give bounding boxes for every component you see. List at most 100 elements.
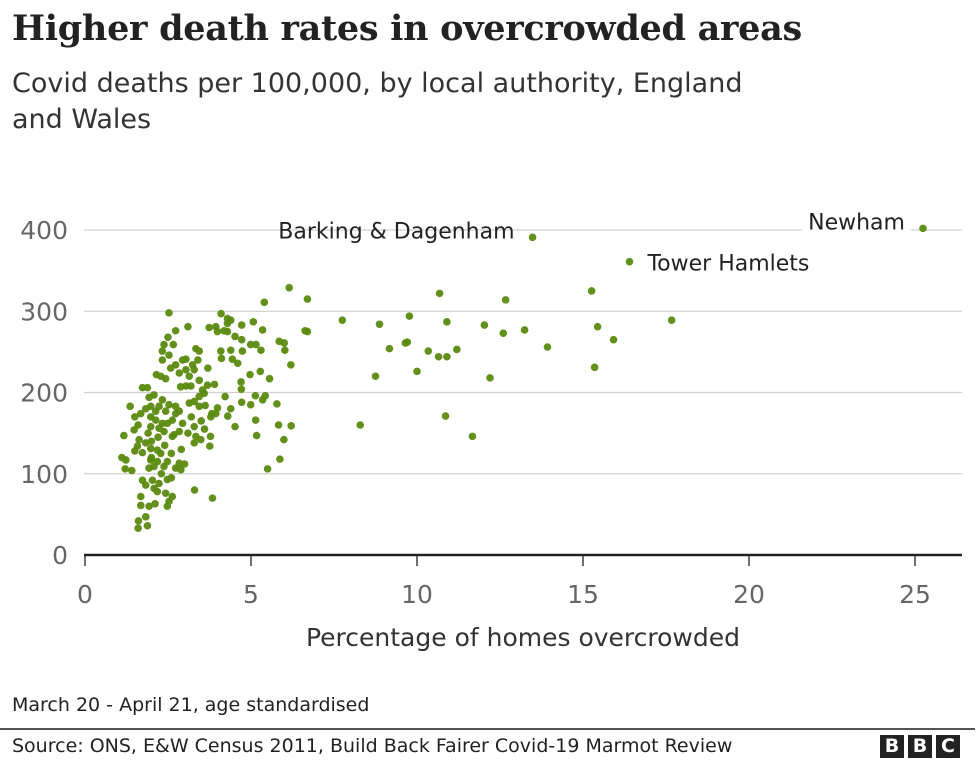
data-point [167, 449, 176, 458]
data-point [160, 340, 168, 349]
x-axis-label: Percentage of homes overcrowded [306, 623, 740, 652]
data-point [134, 421, 142, 429]
data-point [443, 352, 451, 361]
point-annotation: Tower Hamlets [646, 252, 809, 277]
data-point [424, 347, 433, 355]
y-tick-label: 300 [20, 297, 68, 326]
point-annotation: Newham [808, 210, 905, 235]
data-point [590, 363, 599, 372]
data-point [143, 383, 152, 392]
data-point [274, 421, 283, 429]
data-point [405, 312, 414, 320]
y-tick-label: 400 [20, 216, 68, 245]
data-point [246, 340, 255, 349]
data-point [135, 435, 143, 444]
data-point [161, 489, 170, 498]
data-point [231, 332, 239, 341]
data-point [237, 378, 245, 386]
y-tick-label: 200 [20, 379, 68, 408]
data-point [213, 327, 222, 336]
data-point [520, 326, 529, 334]
data-point [155, 479, 163, 488]
data-point [200, 389, 208, 398]
data-point [375, 320, 384, 329]
data-point [187, 413, 196, 421]
data-point [151, 500, 159, 508]
data-point [237, 321, 246, 329]
data-point [223, 327, 232, 336]
data-point [609, 335, 618, 344]
data-point [143, 521, 152, 530]
data-point [161, 407, 170, 415]
data-point [184, 429, 192, 437]
data-point [413, 367, 421, 376]
data-point [146, 402, 155, 411]
data-point [136, 492, 145, 501]
data-point [187, 382, 195, 390]
data-point [226, 404, 235, 413]
data-point [443, 318, 451, 326]
x-tick-label: 25 [899, 580, 931, 609]
data-point [587, 287, 596, 295]
data-point [501, 296, 510, 304]
data-point [154, 433, 162, 441]
data-point [435, 289, 444, 298]
y-tick-label: 0 [52, 541, 68, 570]
data-point [251, 391, 260, 400]
data-point [273, 400, 281, 408]
data-point [167, 474, 176, 482]
data-point [197, 435, 205, 444]
data-point [147, 437, 156, 446]
data-point [303, 327, 312, 336]
data-point [188, 361, 197, 369]
data-point [171, 464, 180, 472]
data-point [146, 444, 155, 453]
data-point [480, 321, 489, 329]
data-point [145, 502, 153, 511]
data-point [171, 409, 180, 418]
data-point [217, 309, 225, 318]
data-point [280, 339, 289, 347]
data-point [165, 351, 173, 359]
data-point [148, 476, 157, 485]
data-point [280, 435, 288, 444]
data-point [263, 465, 272, 473]
data-point [156, 449, 165, 458]
data-point [287, 422, 295, 430]
data-point [190, 422, 199, 431]
data-point [147, 453, 156, 462]
data-point [237, 398, 246, 407]
data-point [256, 367, 265, 376]
data-point [151, 416, 160, 424]
data-point [163, 457, 172, 466]
data-point [164, 333, 172, 342]
data-point [257, 346, 265, 355]
data-point [206, 442, 214, 450]
data-point [158, 419, 167, 428]
data-point [246, 400, 255, 409]
bbc-logo-letter: C [936, 735, 960, 758]
data-point [177, 445, 186, 454]
data-point [200, 425, 209, 433]
x-tick-label: 15 [567, 580, 599, 609]
data-point [385, 344, 394, 353]
data-point [223, 412, 232, 420]
data-point [178, 419, 187, 428]
data-point [203, 381, 212, 389]
data-point [195, 376, 204, 385]
annotation-halo [802, 225, 911, 232]
data-point [141, 513, 150, 521]
data-point [434, 352, 443, 361]
data-point [217, 354, 226, 363]
data-point [170, 430, 178, 439]
data-point [285, 283, 293, 292]
data-point [216, 347, 225, 355]
data-point [185, 372, 194, 381]
data-point [197, 417, 205, 425]
data-point [238, 347, 247, 355]
data-point [528, 233, 537, 242]
data-point [237, 385, 246, 394]
data-point [260, 298, 269, 307]
point-annotation: Barking & Dagenham [278, 219, 514, 244]
data-point [486, 374, 494, 382]
